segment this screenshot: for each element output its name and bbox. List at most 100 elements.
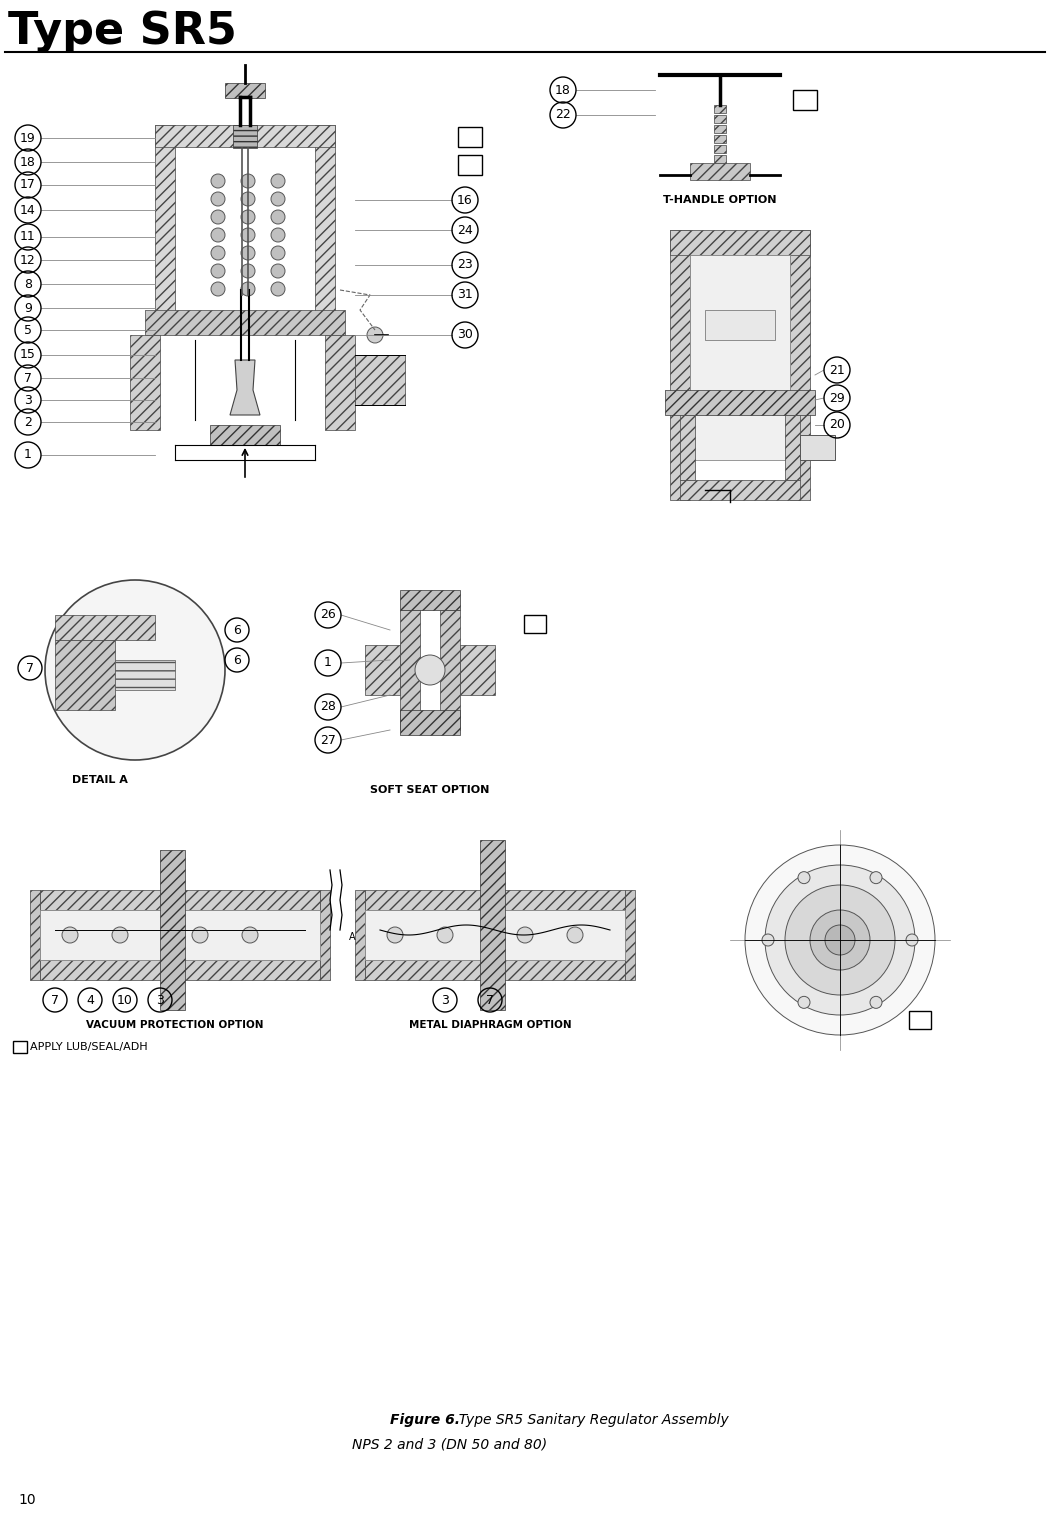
Polygon shape bbox=[670, 229, 690, 500]
Polygon shape bbox=[145, 310, 345, 336]
Circle shape bbox=[271, 228, 285, 242]
Polygon shape bbox=[714, 155, 726, 163]
Circle shape bbox=[211, 191, 225, 207]
Polygon shape bbox=[714, 144, 726, 153]
Polygon shape bbox=[55, 615, 155, 639]
Circle shape bbox=[387, 927, 403, 943]
Polygon shape bbox=[130, 336, 160, 430]
Circle shape bbox=[242, 191, 255, 207]
Polygon shape bbox=[665, 390, 815, 415]
Circle shape bbox=[192, 927, 208, 943]
Text: 7: 7 bbox=[486, 993, 494, 1007]
Circle shape bbox=[45, 580, 225, 760]
Circle shape bbox=[211, 246, 225, 260]
Bar bbox=[13, 1041, 27, 1053]
Text: DETAIL A: DETAIL A bbox=[72, 775, 128, 785]
Circle shape bbox=[798, 996, 810, 1009]
Bar bbox=[458, 155, 482, 175]
Circle shape bbox=[765, 864, 915, 1015]
Bar bbox=[524, 615, 546, 633]
Text: 11: 11 bbox=[20, 231, 36, 243]
Polygon shape bbox=[55, 639, 116, 709]
Text: 1: 1 bbox=[24, 448, 32, 462]
Polygon shape bbox=[30, 890, 40, 980]
Text: 19: 19 bbox=[20, 132, 36, 144]
Bar bbox=[40, 910, 320, 960]
Circle shape bbox=[517, 927, 533, 943]
Circle shape bbox=[271, 175, 285, 188]
Polygon shape bbox=[225, 84, 265, 99]
Circle shape bbox=[746, 845, 934, 1034]
Text: SOFT SEAT OPTION: SOFT SEAT OPTION bbox=[371, 785, 489, 794]
Circle shape bbox=[415, 655, 445, 685]
Polygon shape bbox=[680, 480, 800, 500]
Circle shape bbox=[825, 925, 855, 955]
Polygon shape bbox=[460, 646, 495, 696]
Text: 7: 7 bbox=[24, 372, 32, 384]
Text: 17: 17 bbox=[20, 179, 36, 191]
Text: NPS 2 and 3 (DN 50 and 80): NPS 2 and 3 (DN 50 and 80) bbox=[353, 1438, 547, 1452]
Circle shape bbox=[567, 927, 583, 943]
Circle shape bbox=[798, 872, 810, 884]
Polygon shape bbox=[40, 890, 320, 910]
Text: 10: 10 bbox=[117, 993, 133, 1007]
Circle shape bbox=[271, 191, 285, 207]
Circle shape bbox=[906, 934, 918, 946]
Text: 1: 1 bbox=[324, 656, 332, 670]
Polygon shape bbox=[680, 415, 695, 480]
Polygon shape bbox=[210, 425, 280, 445]
Polygon shape bbox=[365, 890, 625, 910]
Polygon shape bbox=[790, 229, 810, 500]
Text: 31: 31 bbox=[457, 289, 472, 301]
Circle shape bbox=[271, 246, 285, 260]
Polygon shape bbox=[320, 890, 330, 980]
Text: T-HANDLE OPTION: T-HANDLE OPTION bbox=[664, 194, 777, 205]
Text: 18: 18 bbox=[20, 155, 36, 169]
Polygon shape bbox=[315, 125, 335, 330]
Polygon shape bbox=[116, 659, 175, 690]
Bar bbox=[690, 255, 790, 460]
Text: 20: 20 bbox=[830, 419, 845, 431]
Circle shape bbox=[785, 886, 895, 995]
Text: 4: 4 bbox=[86, 993, 93, 1007]
Text: 22: 22 bbox=[555, 108, 571, 122]
Text: 5: 5 bbox=[24, 324, 32, 337]
Circle shape bbox=[211, 210, 225, 223]
Bar bbox=[909, 1012, 931, 1028]
Polygon shape bbox=[155, 125, 175, 330]
Circle shape bbox=[437, 927, 453, 943]
Text: 9: 9 bbox=[24, 301, 32, 314]
Circle shape bbox=[271, 264, 285, 278]
Text: 26: 26 bbox=[320, 609, 336, 621]
Text: 23: 23 bbox=[457, 258, 472, 272]
Polygon shape bbox=[40, 960, 320, 980]
Circle shape bbox=[271, 210, 285, 223]
Polygon shape bbox=[625, 890, 635, 980]
Text: 7: 7 bbox=[26, 661, 34, 674]
Text: 28: 28 bbox=[320, 700, 336, 714]
Polygon shape bbox=[365, 960, 625, 980]
Text: 16: 16 bbox=[457, 193, 472, 207]
Text: 27: 27 bbox=[320, 734, 336, 746]
Polygon shape bbox=[690, 163, 750, 179]
Circle shape bbox=[112, 927, 128, 943]
Text: APPLY LUB/SEAL/ADH: APPLY LUB/SEAL/ADH bbox=[30, 1042, 148, 1053]
Text: 12: 12 bbox=[20, 254, 36, 266]
Text: Type SR5: Type SR5 bbox=[8, 11, 237, 53]
Circle shape bbox=[810, 910, 870, 971]
Text: A: A bbox=[349, 933, 355, 942]
Circle shape bbox=[211, 175, 225, 188]
Polygon shape bbox=[326, 336, 355, 430]
Text: METAL DIAPHRAGM OPTION: METAL DIAPHRAGM OPTION bbox=[408, 1019, 571, 1030]
Circle shape bbox=[242, 228, 255, 242]
Circle shape bbox=[762, 934, 774, 946]
Polygon shape bbox=[233, 125, 257, 147]
Polygon shape bbox=[714, 115, 726, 123]
Text: 15: 15 bbox=[20, 348, 36, 362]
Circle shape bbox=[242, 927, 258, 943]
Circle shape bbox=[242, 210, 255, 223]
Text: 3: 3 bbox=[441, 993, 449, 1007]
Polygon shape bbox=[155, 125, 335, 147]
Circle shape bbox=[368, 327, 383, 343]
Text: 6: 6 bbox=[233, 653, 240, 667]
